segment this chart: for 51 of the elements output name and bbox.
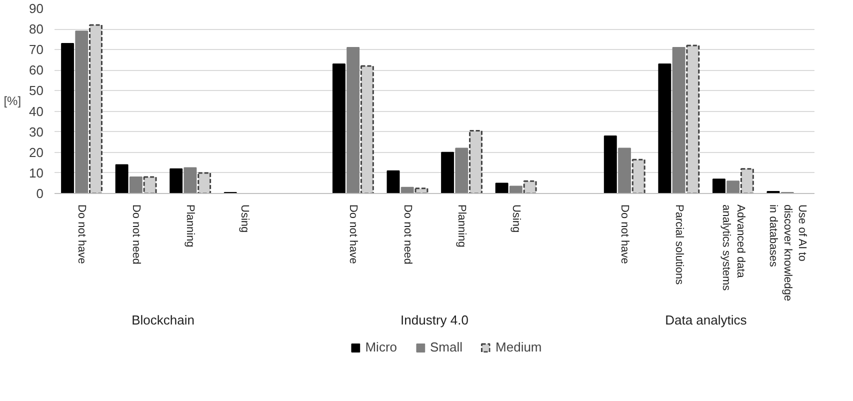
x-tick-label: Do not have [347, 204, 360, 264]
bar [346, 47, 360, 194]
x-tick-label: Do not have [618, 204, 630, 264]
x-tick-label: Planning [184, 204, 196, 248]
y-tick-label: 30 [29, 124, 44, 140]
bar [129, 176, 142, 194]
y-tick-label: 60 [29, 62, 44, 78]
y-tick-label: 0 [36, 186, 44, 201]
bar [143, 176, 157, 194]
y-tick-label: 40 [29, 104, 44, 119]
bar [414, 188, 428, 194]
bar [170, 168, 183, 194]
y-axis-title: [%] [4, 94, 22, 108]
bar [509, 186, 522, 194]
x-tick-label: Do not need [130, 204, 142, 264]
bar [523, 180, 537, 194]
bar [115, 164, 128, 194]
legend-label: Micro [365, 340, 398, 354]
bar [726, 180, 740, 194]
bar [672, 47, 686, 194]
bar [184, 167, 197, 194]
bar [441, 152, 454, 194]
bar [386, 170, 400, 194]
bar [455, 148, 468, 194]
x-tick-label: Planning [456, 204, 468, 248]
bar [712, 178, 726, 194]
bar [658, 64, 672, 194]
x-tick-label: Do not need [401, 204, 414, 264]
x-tick-label: Advanced data analytics systems [720, 204, 746, 292]
x-tick-label: Do not have [76, 204, 88, 264]
y-tick-label: 50 [29, 83, 44, 98]
bar [495, 182, 508, 194]
bar [332, 64, 346, 194]
y-tick-label: 80 [29, 22, 44, 37]
legend-label: Small [430, 340, 463, 354]
legend-label: Medium [496, 340, 542, 354]
y-tick-label: 90 [29, 1, 44, 16]
text: Blockchain [132, 312, 195, 328]
y-tick-label: 70 [29, 42, 44, 58]
bar [61, 42, 74, 194]
x-tick-label: Using [238, 204, 250, 233]
y-tick-label: 20 [29, 144, 44, 160]
bar [400, 186, 414, 194]
bar [618, 148, 631, 194]
text: Data analytics [665, 312, 748, 328]
y-tick-label: 10 [29, 165, 44, 180]
bar [75, 30, 88, 194]
x-tick-label: Parcial solutions [672, 204, 685, 286]
text: Industry 4.0 [400, 312, 468, 328]
bar [604, 135, 617, 194]
x-tick-label: Using [510, 204, 522, 233]
